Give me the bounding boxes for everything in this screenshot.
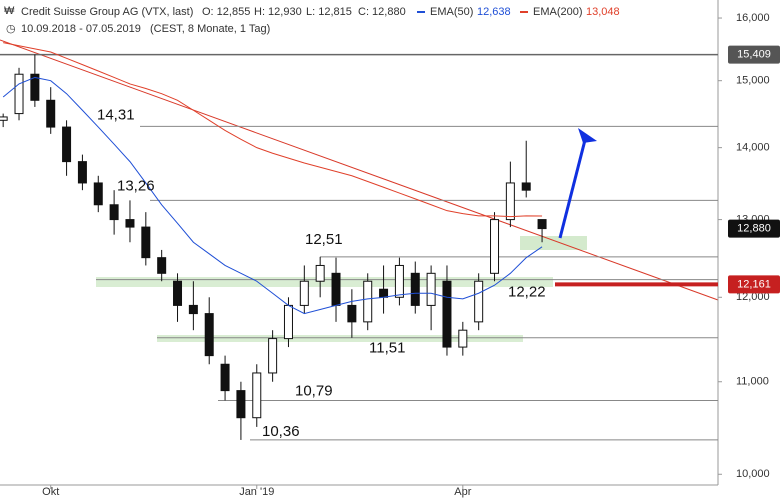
- support-zone: [520, 236, 587, 250]
- level-label: 12,51: [305, 231, 343, 248]
- header-close: C: 12,880: [358, 6, 406, 18]
- candle-body: [62, 126, 72, 163]
- candle-body: [220, 363, 230, 392]
- price-tag: [728, 219, 780, 238]
- candle-body: [347, 304, 357, 323]
- candle-body: [141, 226, 151, 259]
- y-tick-label: 11,000: [736, 376, 769, 388]
- candle-body: [299, 280, 309, 306]
- candle-body: [458, 329, 468, 348]
- price-tag-label: 12,161: [737, 278, 771, 290]
- candle-body: [315, 264, 325, 282]
- candle-body: [363, 280, 373, 323]
- candle-body: [157, 257, 167, 274]
- arrow-head: [578, 128, 597, 143]
- price-tag: [728, 275, 780, 294]
- candle-body: [394, 264, 404, 298]
- candle-body: [505, 182, 515, 221]
- candle-body: [125, 219, 135, 228]
- support-zone: [96, 277, 553, 287]
- price-tag-label: 12,880: [737, 222, 771, 234]
- icon: ₩: [4, 5, 15, 17]
- candle-body: [93, 182, 103, 206]
- level-label: 13,26: [117, 177, 155, 194]
- price-tag: [728, 45, 780, 64]
- candle-body: [14, 73, 24, 115]
- candle-body: [236, 390, 246, 419]
- candle-body: [426, 272, 436, 306]
- y-tick-label: 15,000: [736, 75, 770, 87]
- x-tick-label: Jan '19: [239, 486, 274, 498]
- legend-value: 12,638: [477, 6, 511, 18]
- candle-body: [268, 338, 278, 374]
- candle-body: [0, 116, 8, 121]
- legend-label: EMA(50): [430, 6, 473, 18]
- candle-body: [188, 304, 198, 315]
- candle-body: [173, 280, 183, 306]
- level-label: 10,36: [262, 423, 300, 440]
- legend-label: EMA(200): [533, 6, 583, 18]
- candle-body: [77, 161, 87, 184]
- y-tick-label: 14,000: [736, 142, 770, 154]
- candle-body: [109, 204, 119, 221]
- ema-line: [2, 76, 543, 315]
- period: 10.09.2018 - 07.05.2019: [21, 23, 141, 35]
- candle-body: [252, 372, 262, 419]
- period-note: (CEST, 8 Monate, 1 Tag): [150, 23, 270, 35]
- y-tick-label: 16,000: [736, 12, 770, 24]
- x-tick-label: Apr: [454, 486, 471, 498]
- clock-icon: ◷: [6, 23, 16, 35]
- forecast-arrow: [558, 139, 587, 239]
- level-label: 14,31: [97, 106, 135, 123]
- header-low: L: 12,815: [306, 6, 352, 18]
- level-label: 11,51: [369, 340, 405, 357]
- candle-body: [410, 272, 420, 306]
- header-high: H: 12,930: [254, 6, 302, 18]
- trend-line: [0, 39, 719, 301]
- level-label: 12,22: [508, 284, 546, 301]
- candle-body: [490, 219, 500, 274]
- y-tick-label: 10,000: [736, 468, 770, 480]
- legend-value: 13,048: [586, 6, 620, 18]
- candle-body: [46, 99, 56, 128]
- support-zone: [157, 335, 523, 342]
- candle-body: [537, 219, 547, 230]
- candle-body: [331, 272, 341, 306]
- candle-body: [30, 73, 40, 101]
- candle-body: [379, 288, 389, 298]
- candle-body: [521, 182, 531, 191]
- level-label: 10,79: [295, 382, 333, 399]
- chart-title: Credit Suisse Group AG (VTX, last): [21, 6, 193, 18]
- x-tick-label: Okt: [42, 486, 59, 498]
- price-tag-label: 15,409: [737, 48, 771, 60]
- candle-body: [204, 313, 214, 357]
- header-open: O: 12,855: [202, 6, 250, 18]
- candle-body: [283, 304, 293, 340]
- candle-body: [474, 280, 484, 323]
- ema-line: [3, 42, 543, 218]
- candle-body: [442, 280, 452, 348]
- y-tick-label: 12,000: [736, 291, 770, 303]
